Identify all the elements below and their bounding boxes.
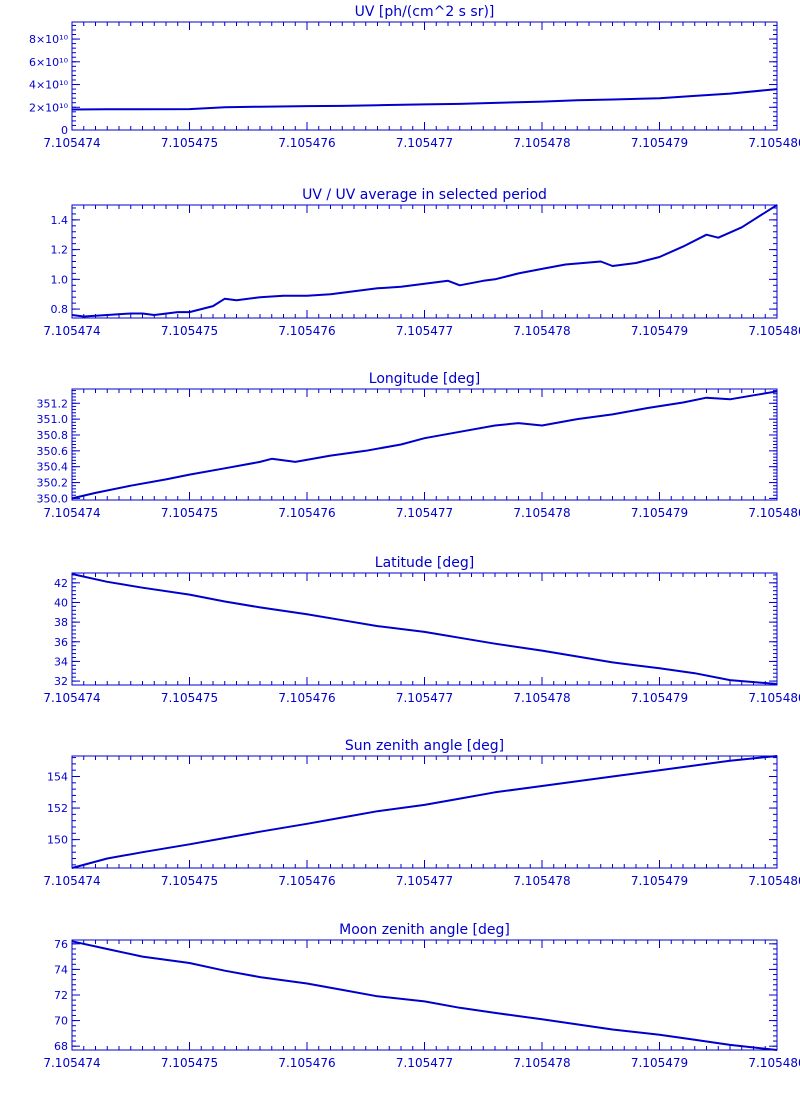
x-tick-label: 7.105477 [396,506,453,520]
y-tick-label: 8×10¹⁰ [29,33,69,46]
y-tick-label: 350.6 [37,445,69,458]
x-tick-label: 7.105476 [278,324,335,338]
x-tick-label: 7.105478 [513,691,570,705]
chart-panel-6: Moon zenith angle [deg] 7.105474 7.105475 7… [43,922,800,1070]
series-line [71,573,778,685]
x-tick-label: 7.105479 [631,874,688,888]
chart-title: Longitude [deg] [369,371,480,387]
x-tick-label: 7.105480 [748,324,800,338]
y-tick-label: 0.8 [51,303,69,316]
x-tick-label: 7.105478 [513,324,570,338]
y-tick-label: 76 [54,938,68,951]
plot-frame [71,388,778,501]
x-tick-label: 7.105475 [161,324,218,338]
y-tick-label: 1.2 [51,244,69,257]
x-tick-label: 7.105480 [748,874,800,888]
y-tick-label: 152 [47,802,68,815]
y-tick-label: 36 [54,636,68,649]
series-line [71,390,778,500]
x-tick-label: 7.105474 [43,874,100,888]
x-tick-label: 7.105479 [631,506,688,520]
x-tick-label: 7.105475 [161,1056,218,1070]
chart-title: UV / UV average in selected period [302,187,547,203]
y-tick-label: 74 [54,963,68,976]
x-tick-label: 7.105475 [161,506,218,520]
chart-title: Moon zenith angle [deg] [339,922,510,938]
chart-title: Latitude [deg] [375,555,474,571]
plot-frame [71,572,778,686]
y-tick-label: 38 [54,616,68,629]
chart-panel-2: UV / UV average in selected period 7.1054… [43,187,800,338]
x-tick-label: 7.105477 [396,874,453,888]
chart-panel-5: Sun zenith angle [deg] 7.105474 7.105475 7.… [43,738,800,888]
x-tick-label: 7.105480 [748,506,800,520]
x-tick-label: 7.105477 [396,324,453,338]
x-tick-label: 7.105474 [43,136,100,150]
x-tick-label: 7.105476 [278,691,335,705]
x-tick-label: 7.105474 [43,506,100,520]
plot-frame [71,939,778,1051]
y-tick-label: 4×10¹⁰ [29,79,69,92]
x-tick-label: 7.105476 [278,874,335,888]
y-tick-label: 350.4 [37,461,69,474]
y-tick-label: 150 [47,834,68,847]
y-tick-label: 351.0 [37,413,69,426]
y-tick-label: 6×10¹⁰ [29,56,69,69]
y-tick-label: 154 [47,771,68,784]
y-tick-label: 40 [54,596,68,609]
y-tick-label: 2×10¹⁰ [29,101,69,114]
series-line [71,204,778,318]
y-tick-label: 70 [54,1015,68,1028]
y-tick-label: 32 [54,675,68,688]
x-tick-label: 7.105474 [43,691,100,705]
x-tick-label: 7.105474 [43,324,100,338]
plot-frame [71,21,778,131]
y-tick-label: 68 [54,1040,68,1053]
x-tick-label: 7.105477 [396,691,453,705]
chart-panel-3: Longitude [deg] 7.105474 7.105475 7.105476 7… [37,371,800,520]
x-tick-label: 7.105475 [161,874,218,888]
x-tick-label: 7.105478 [513,136,570,150]
x-tick-label: 7.105476 [278,506,335,520]
y-tick-label: 1.4 [51,214,69,227]
chart-panel-1: UV [ph/(cm^2 s sr)] 7.105474 7.105475 7.105… [29,4,800,150]
y-tick-label: 34 [54,655,68,668]
series-line [71,940,778,1051]
x-tick-label: 7.105475 [161,136,218,150]
x-tick-label: 7.105479 [631,691,688,705]
y-tick-label: 350.0 [37,492,69,505]
y-tick-label: 72 [54,989,68,1002]
x-tick-label: 7.105480 [748,1056,800,1070]
x-tick-label: 7.105477 [396,1056,453,1070]
y-tick-label: 0 [61,124,68,137]
x-tick-label: 7.105474 [43,1056,100,1070]
y-tick-label: 1.0 [51,273,69,286]
x-tick-label: 7.105477 [396,136,453,150]
y-tick-label: 350.2 [37,477,69,490]
x-tick-label: 7.105478 [513,874,570,888]
y-tick-label: 42 [54,577,68,590]
x-tick-label: 7.105479 [631,136,688,150]
x-tick-label: 7.105478 [513,506,570,520]
chart-title: UV [ph/(cm^2 s sr)] [355,4,495,20]
x-tick-label: 7.105479 [631,1056,688,1070]
plot-frame [71,204,778,319]
y-tick-label: 351.2 [37,397,69,410]
chart-title: Sun zenith angle [deg] [345,738,504,754]
series-line [71,88,778,111]
y-tick-label: 350.8 [37,429,69,442]
chart-panel-4: Latitude [deg] 7.105474 7.105475 7.105476 7.… [43,555,800,705]
plot-frame [71,755,778,869]
x-tick-label: 7.105476 [278,136,335,150]
x-tick-label: 7.105476 [278,1056,335,1070]
x-tick-label: 7.105475 [161,691,218,705]
x-tick-label: 7.105480 [748,136,800,150]
series-line [71,755,778,869]
x-tick-label: 7.105480 [748,691,800,705]
x-tick-label: 7.105478 [513,1056,570,1070]
x-tick-label: 7.105479 [631,324,688,338]
